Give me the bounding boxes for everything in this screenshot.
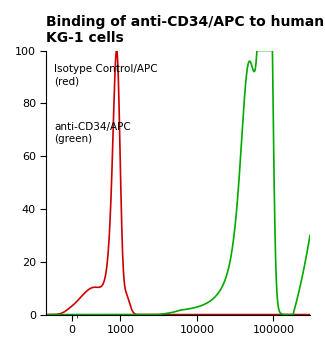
Text: Isotype Control/APC
(red): Isotype Control/APC (red) xyxy=(54,64,158,86)
Text: anti-CD34/APC
(green): anti-CD34/APC (green) xyxy=(54,122,131,144)
Text: Binding of anti-CD34/APC to human
KG-1 cells: Binding of anti-CD34/APC to human KG-1 c… xyxy=(46,15,325,45)
